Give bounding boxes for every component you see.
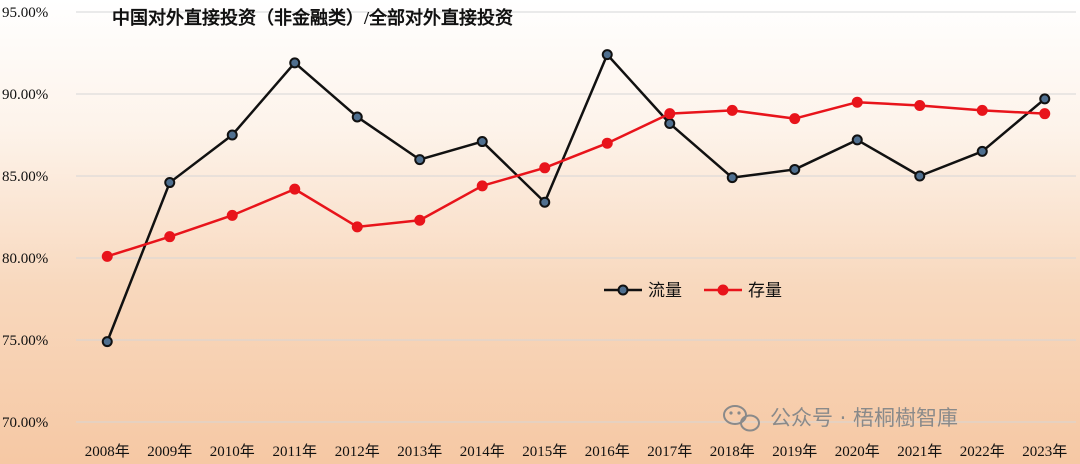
data-point-flow xyxy=(351,111,363,123)
data-point-stock xyxy=(414,214,426,226)
data-point-flow xyxy=(789,163,801,175)
gridlines xyxy=(76,11,1076,423)
data-point-stock xyxy=(226,209,238,221)
x-tick-label: 2016年 xyxy=(585,443,630,460)
data-point-stock xyxy=(976,104,988,116)
y-tick-label: 75.00% xyxy=(2,333,48,349)
data-point-flow xyxy=(289,57,301,69)
data-point-stock xyxy=(351,221,363,233)
data-point-flow xyxy=(601,49,613,61)
data-point-flow xyxy=(664,118,676,130)
data-point-flow xyxy=(226,129,238,141)
data-point-stock xyxy=(289,183,301,195)
series-line-stock xyxy=(106,100,1045,258)
y-tick-label: 70.00% xyxy=(2,415,48,431)
x-tick-label: 2015年 xyxy=(522,443,567,460)
y-tick-label: 90.00% xyxy=(2,87,48,103)
series-layer xyxy=(101,49,1051,348)
data-point-stock xyxy=(164,231,176,243)
legend-label-stock: 存量 xyxy=(748,281,782,301)
data-point-flow xyxy=(1039,93,1051,105)
data-point-flow xyxy=(164,177,176,189)
y-tick-label: 80.00% xyxy=(2,251,48,267)
data-point-flow xyxy=(476,136,488,148)
x-axis-ticks: 2008年 2009年 2010年 2011年 2012年 2013年 2014年 2015年… xyxy=(85,443,1068,460)
x-tick-label: 2008年 xyxy=(85,443,130,460)
legend-item-flow: 流量 xyxy=(604,281,682,301)
x-tick-label: 2023年 xyxy=(1022,443,1067,460)
x-tick-label: 2010年 xyxy=(210,443,255,460)
data-point-flow xyxy=(726,172,738,184)
series-line-flow xyxy=(106,53,1046,343)
data-point-stock xyxy=(1039,108,1051,120)
watermark-text: 公众号 · 梧桐樹智庫 xyxy=(770,406,958,430)
data-point-flow xyxy=(101,336,113,348)
data-point-stock xyxy=(601,137,613,149)
y-axis-ticks: 70.00% 75.00% 80.00% 85.00% 90.00% 95.00% xyxy=(2,5,48,431)
data-point-stock xyxy=(914,99,926,111)
data-point-flow xyxy=(414,154,426,166)
legend-item-stock: 存量 xyxy=(704,281,782,301)
data-point-stock xyxy=(789,113,801,125)
x-tick-label: 2019年 xyxy=(772,443,817,460)
x-tick-label: 2020年 xyxy=(835,443,880,460)
x-tick-label: 2021年 xyxy=(897,443,942,460)
legend: 流量 存量 xyxy=(604,281,782,301)
y-tick-label: 85.00% xyxy=(2,169,48,185)
data-point-stock xyxy=(726,104,738,116)
data-point-stock xyxy=(851,96,863,108)
x-tick-label: 2009年 xyxy=(147,443,192,460)
x-tick-label: 2018年 xyxy=(710,443,755,460)
data-point-stock xyxy=(476,180,488,192)
x-tick-label: 2022年 xyxy=(960,443,1005,460)
data-point-flow xyxy=(976,145,988,157)
legend-label-flow: 流量 xyxy=(648,281,682,301)
data-point-flow xyxy=(914,170,926,182)
y-tick-label: 95.00% xyxy=(2,5,48,21)
data-point-stock xyxy=(664,108,676,120)
data-point-stock xyxy=(539,162,551,174)
x-tick-label: 2013年 xyxy=(397,443,442,460)
data-point-flow xyxy=(851,134,863,146)
x-tick-label: 2014年 xyxy=(460,443,505,460)
x-tick-label: 2017年 xyxy=(647,443,692,460)
data-point-stock xyxy=(101,250,113,262)
data-point-flow xyxy=(539,196,551,208)
watermark: 公众号 · 梧桐樹智庫 xyxy=(723,405,958,432)
chart-title: 中国对外直接投资（非金融类）/全部对外直接投资 xyxy=(112,7,513,28)
wechat-icon xyxy=(723,405,760,432)
x-tick-label: 2011年 xyxy=(273,443,317,460)
x-tick-label: 2012年 xyxy=(335,443,380,460)
